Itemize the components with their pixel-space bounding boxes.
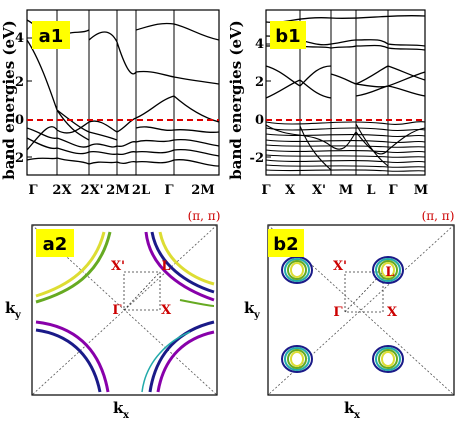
- a2-y-axis-label: k: [5, 299, 16, 317]
- a2-fermi-surface: [35, 231, 215, 393]
- a1-kpoint-3: 2M: [106, 183, 129, 198]
- panel-a1: band energies (eV) 4 2 0 -2: [0, 9, 220, 198]
- a2-x-axis-label: k: [113, 399, 124, 417]
- a1-kpoint-0: Γ: [28, 183, 38, 198]
- a1-y-axis-label: band energies (eV): [0, 20, 18, 180]
- b2-pocket-bottom-right: [372, 345, 404, 373]
- b2-y-axis-subscript: y: [253, 310, 261, 321]
- b1-kpoint-6: M: [414, 183, 428, 198]
- b1-ytick-4: 4: [255, 37, 264, 52]
- a2-y-axis-subscript: y: [14, 310, 22, 321]
- a2-corner-label: (π, π): [188, 209, 221, 223]
- b1-kpoint-4: L: [366, 183, 375, 198]
- b2-x-axis-label: k: [344, 399, 355, 417]
- b1-ytick-0: 0: [255, 113, 264, 128]
- b1-kpoint-3: M: [339, 183, 353, 198]
- a2-tag: a2: [43, 234, 68, 255]
- a1-ytick-0: 0: [15, 113, 24, 128]
- b1-y-axis-label: band energies (eV): [227, 20, 245, 180]
- b2-y-axis-label: k: [244, 299, 255, 317]
- b1-kpoint-0: Γ: [261, 183, 271, 198]
- b1-tag-box: [270, 21, 306, 49]
- a1-kpoint-1: 2X: [52, 183, 72, 198]
- a1-tag-box: [32, 21, 70, 49]
- a1-kpoint-4: 2L: [132, 183, 150, 198]
- b2-pocket-top-right: [372, 256, 404, 284]
- b2-point-x: X: [387, 305, 398, 320]
- b2-point-l: L: [385, 265, 394, 280]
- a2-point-x-prime: X': [111, 259, 125, 274]
- b2-point-x-prime: X': [333, 259, 347, 274]
- b1-tag: b1: [275, 26, 300, 47]
- b1-band-manifold: [265, 121, 426, 172]
- a1-tag: a1: [39, 26, 64, 47]
- panel-a2: (π, π) X' L Γ X a2 k: [5, 209, 220, 421]
- a2-point-l: L: [161, 259, 170, 274]
- a1-kpoint-2: 2X': [80, 183, 103, 198]
- panel-b2: (π, π): [244, 209, 455, 421]
- b1-kpoint-5: Γ: [388, 183, 398, 198]
- b2-x-axis-subscript: x: [354, 410, 361, 421]
- a2-point-gamma: Γ: [112, 303, 122, 318]
- a1-ytick-4: 4: [15, 31, 24, 46]
- b2-tag: b2: [273, 234, 298, 255]
- a1-kpoint-6: 2M: [191, 183, 214, 198]
- b2-tag-box: [268, 229, 304, 257]
- a1-ytick-neg2: -2: [10, 151, 24, 166]
- a1-ytick-2: 2: [15, 75, 24, 90]
- a2-point-x: X: [161, 303, 172, 318]
- b1-kpoint-2: X': [312, 183, 326, 198]
- a2-x-axis-subscript: x: [123, 410, 130, 421]
- b1-kpoint-1: X: [285, 183, 296, 198]
- a1-bands: [26, 19, 220, 167]
- panel-b1: band energies (eV) 4 2 0 -2: [227, 9, 428, 198]
- a2-tag-box: [36, 229, 74, 257]
- b2-point-gamma: Γ: [333, 305, 343, 320]
- b2-corner-label: (π, π): [422, 209, 455, 223]
- a2-zone-box: [123, 271, 161, 311]
- b1-ytick-2: 2: [255, 75, 264, 90]
- b1-ytick-neg2: -2: [250, 151, 264, 166]
- b2-pocket-bottom-left: [281, 345, 313, 373]
- a1-kpoint-5: Γ: [164, 183, 174, 198]
